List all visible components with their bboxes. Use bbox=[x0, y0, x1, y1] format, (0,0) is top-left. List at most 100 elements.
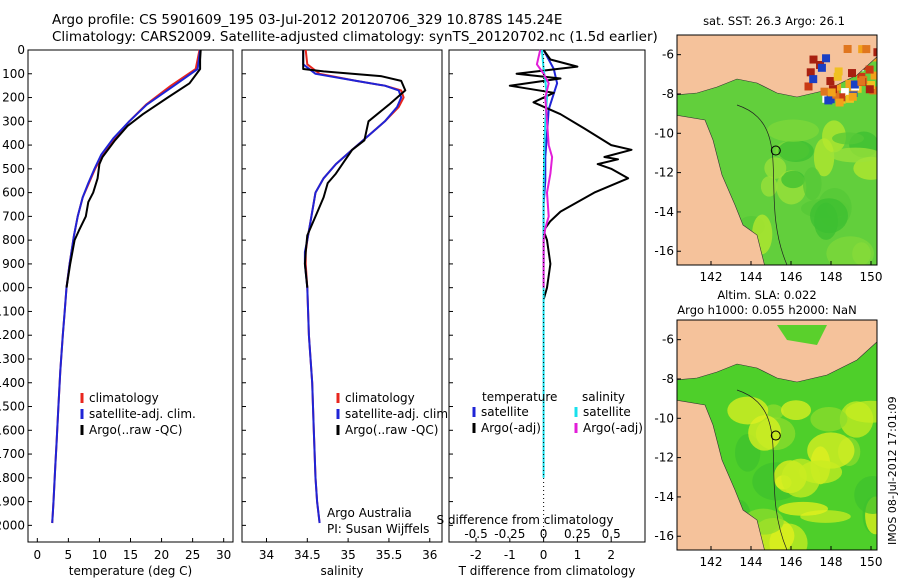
sst-map-title: sat. SST: 26.3 Argo: 26.1 bbox=[703, 14, 845, 28]
temperature-x-tick-label: 0 bbox=[33, 548, 41, 562]
sla-map-lon-tick-label: 146 bbox=[780, 555, 803, 569]
depth-tick-label: 1500 bbox=[0, 400, 25, 414]
sst-map-field-patch bbox=[802, 167, 822, 201]
temperature-x-tick-label: 15 bbox=[123, 548, 138, 562]
difference-x2-axis-label: S difference from climatology bbox=[437, 513, 614, 527]
legend-title-salinity: salinity bbox=[582, 390, 625, 404]
temperature-x-axis-label: temperature (deg C) bbox=[69, 564, 192, 578]
sst-warm-pixel bbox=[870, 71, 877, 80]
sla-map-lat-tick-label: -8 bbox=[662, 372, 674, 386]
salinity-x-tick-label: 34 bbox=[259, 548, 274, 562]
sst-map-field-patch bbox=[767, 119, 820, 142]
salinity-plot-frame bbox=[241, 49, 443, 543]
depth-tick-label: 200 bbox=[2, 91, 25, 105]
sst-warm-pixel bbox=[848, 69, 857, 78]
sst-map-argo-location-marker bbox=[770, 145, 781, 156]
difference-x2-tick-label: -0.25 bbox=[494, 527, 525, 541]
depth-tick-label: 1200 bbox=[0, 328, 25, 342]
salinity-panel: 34 34.5 35 35.5 36 salinity climatology satelli… bbox=[241, 49, 452, 578]
sla-map-land-new-guinea bbox=[677, 320, 877, 383]
sst-map-field-patch bbox=[832, 132, 865, 145]
sst-map-lat-tick-label: -14 bbox=[654, 205, 674, 219]
sst-warm-pixel bbox=[827, 88, 836, 97]
sst-warm-pixel bbox=[848, 92, 857, 101]
sla-map-lon-tick-label: 144 bbox=[740, 555, 763, 569]
sst-map-lon-tick-label: 146 bbox=[780, 270, 803, 284]
sst-warm-pixel bbox=[834, 67, 843, 76]
sst-map-field-patch bbox=[829, 147, 877, 163]
salinity-x-tick-label: 34.5 bbox=[294, 548, 321, 562]
sla-map-lat-tick-label: -12 bbox=[654, 451, 674, 465]
salinity-legend-label: satellite-adj. clim. bbox=[345, 407, 452, 421]
sla-map-lon-tick-label: 148 bbox=[820, 555, 843, 569]
sla-north-water-patch bbox=[777, 325, 827, 345]
sla-map-lat-tick-label: -10 bbox=[654, 411, 674, 425]
depth-tick-label: 1400 bbox=[0, 376, 25, 390]
sla-map-field-patch bbox=[854, 475, 877, 514]
depth-tick-label: 1300 bbox=[0, 352, 25, 366]
sst-map-lat-tick-label: -16 bbox=[654, 244, 674, 258]
depth-tick-label: 1000 bbox=[0, 281, 25, 295]
sla-map-map-body bbox=[677, 320, 877, 550]
sst-warm-pixel bbox=[845, 79, 854, 88]
sst-map-panel: 142 144 146 148 150 -6 -8 -10 -12 -14 -16 sat. SST:… bbox=[654, 14, 883, 284]
depth-tick-label: 1800 bbox=[0, 471, 25, 485]
depth-tick-label: 0 bbox=[17, 43, 25, 57]
difference-x2-tick-label: 0 bbox=[540, 527, 548, 541]
sla-map-field-patch bbox=[778, 501, 828, 516]
sla-map-argo-location-marker bbox=[770, 430, 781, 441]
sst-warm-pixel bbox=[833, 82, 842, 91]
difference-legend-label: Argo(-adj) bbox=[583, 421, 643, 435]
temperature-x-tick-label: 10 bbox=[92, 548, 107, 562]
sst-map-lat-tick-label: -12 bbox=[654, 166, 674, 180]
sst-warm-pixel bbox=[817, 63, 826, 72]
sla-map-field-patch bbox=[748, 415, 782, 451]
sst-map-lon-tick-label: 150 bbox=[860, 270, 883, 284]
annotation-pi-name: PI: Susan Wijffels bbox=[327, 522, 429, 536]
figure-title-line2: Climatology: CARS2009. Satellite-adjuste… bbox=[52, 29, 658, 45]
sst-map-lon-tick-label: 144 bbox=[740, 270, 763, 284]
salinity-legend-label: Argo(..raw -QC) bbox=[345, 423, 438, 437]
sst-warm-pixel bbox=[826, 77, 835, 86]
sst-map-lat-tick-label: -10 bbox=[654, 126, 674, 140]
depth-tick-label: 1100 bbox=[0, 304, 25, 318]
salinity-legend-label: climatology bbox=[345, 391, 415, 405]
depth-tick-label: 600 bbox=[2, 186, 25, 200]
sst-map-field-patch bbox=[781, 170, 805, 189]
sst-map-lon-tick-label: 148 bbox=[820, 270, 843, 284]
sst-warm-pixel bbox=[840, 88, 849, 97]
depth-tick-label: 1700 bbox=[0, 447, 25, 461]
difference-x-tick-label: -1 bbox=[504, 548, 516, 562]
difference-series-argo-adj- bbox=[535, 49, 554, 288]
sst-warm-pixel bbox=[804, 82, 813, 91]
depth-tick-label: 2000 bbox=[0, 518, 25, 532]
depth-tick-label: 700 bbox=[2, 209, 25, 223]
salinity-series-satellite-adj-clim- bbox=[302, 50, 403, 524]
sst-warm-pixel bbox=[837, 93, 846, 102]
sla-map-panel: 142 144 146 148 150 -6 -8 -10 -12 -14 -16 Altim. SL… bbox=[654, 288, 882, 569]
depth-tick-label: 800 bbox=[2, 233, 25, 247]
sla-map-bathymetry-contour bbox=[736, 389, 788, 550]
difference-x-tick-label: 1 bbox=[574, 548, 582, 562]
sla-map-title: Altim. SLA: 0.022 bbox=[717, 288, 816, 302]
difference-x2-tick-label: -0.5 bbox=[464, 527, 487, 541]
temperature-x-tick-label: 30 bbox=[216, 548, 231, 562]
temperature-x-tick-label: 20 bbox=[154, 548, 169, 562]
sla-map-land-cape-york bbox=[677, 400, 765, 550]
temperature-series-argo-raw-qc- bbox=[65, 49, 202, 288]
temperature-panel: 0100200300400500600700800900100011001200… bbox=[0, 43, 234, 578]
sst-map-lat-tick-label: -6 bbox=[662, 48, 674, 62]
salinity-x-axis-label: salinity bbox=[320, 564, 363, 578]
salinity-x-tick-label: 36 bbox=[422, 548, 437, 562]
difference-x-tick-label: 2 bbox=[607, 548, 615, 562]
sla-map-lat-tick-label: -6 bbox=[662, 333, 674, 347]
temperature-x-tick-label: 5 bbox=[65, 548, 73, 562]
sla-map-subtitle: Argo h1000: 0.055 h2000: NaN bbox=[677, 303, 856, 317]
sst-warm-pixel bbox=[867, 81, 876, 90]
sst-map-field-patch bbox=[764, 157, 787, 179]
sst-warm-pixel bbox=[833, 72, 842, 81]
salinity-series-argo-raw-qc- bbox=[302, 50, 407, 288]
sst-map-bathymetry-contour bbox=[736, 104, 788, 265]
sst-map-field-patch bbox=[826, 236, 874, 265]
temperature-legend-label: Argo(..raw -QC) bbox=[89, 423, 182, 437]
